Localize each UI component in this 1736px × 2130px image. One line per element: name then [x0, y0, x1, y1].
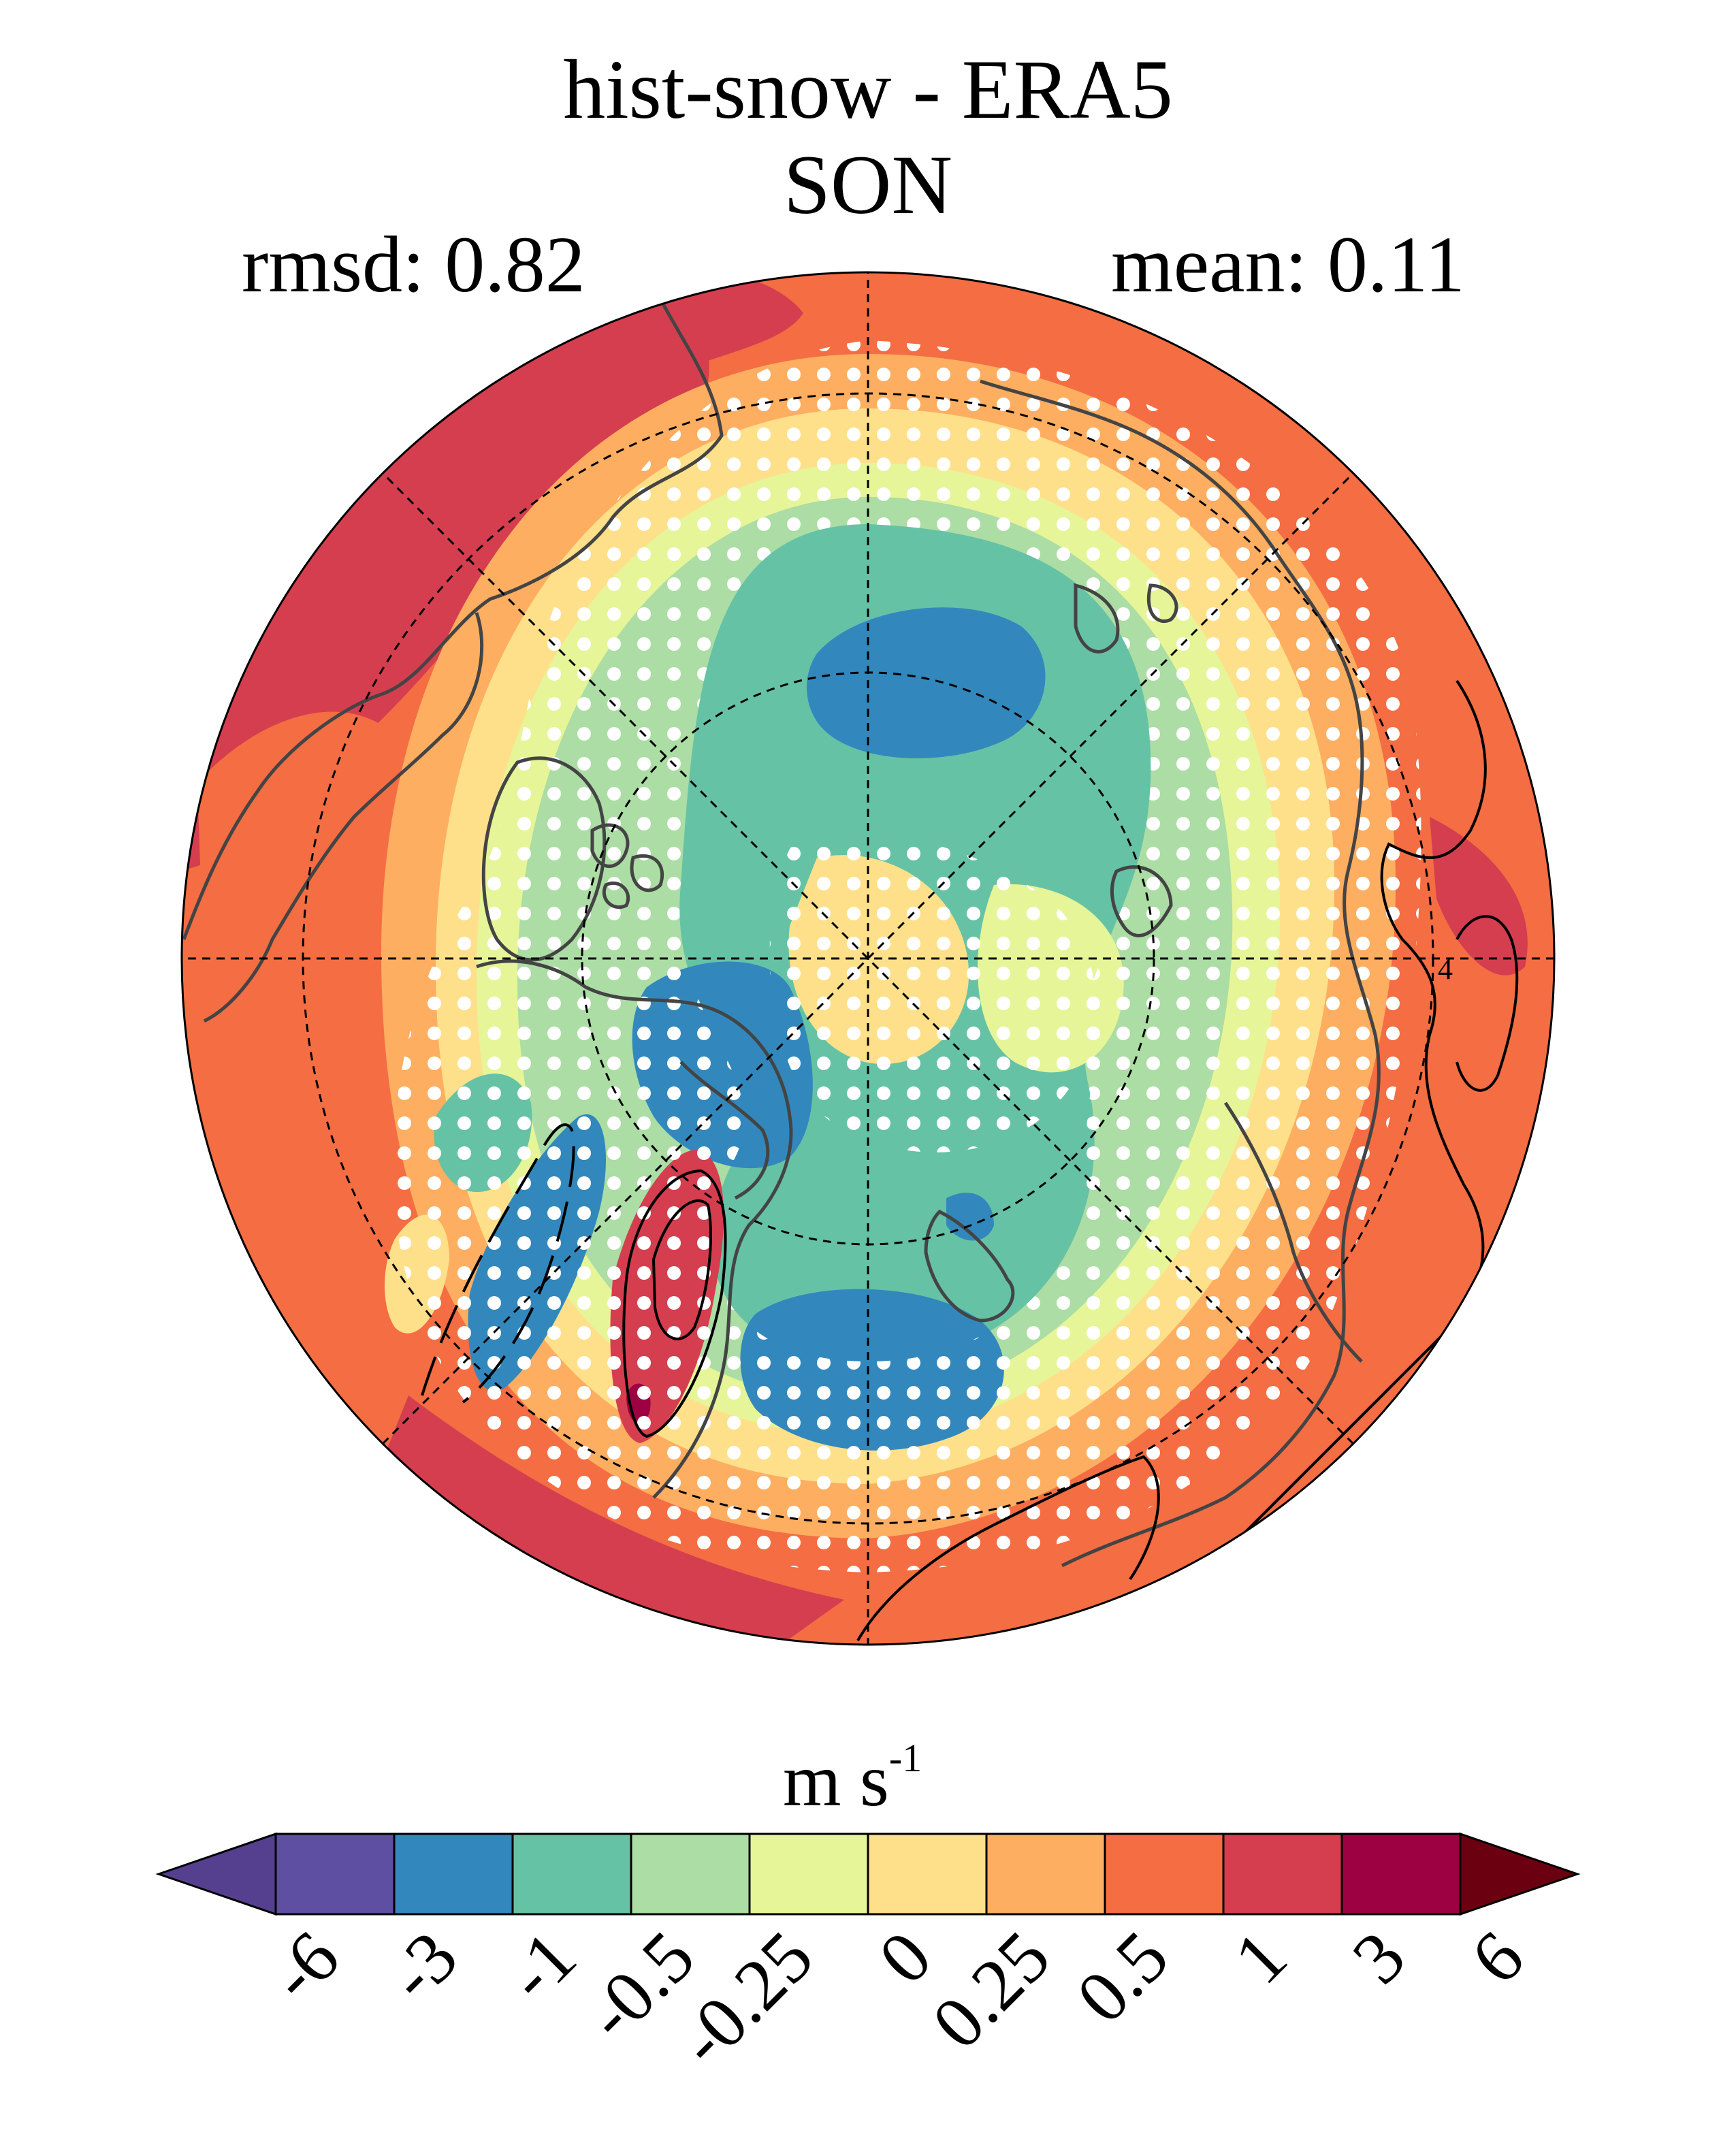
coastline-canada	[476, 959, 793, 1499]
colorbar-tick-label: 0.5	[1061, 1916, 1184, 2039]
contours	[421, 679, 1519, 1641]
colorbar-box-8	[1222, 1833, 1343, 1916]
graticule-meridian-135	[376, 466, 1360, 1451]
colorbar-tick-labels: -6 -3 -1-0.5-0.25 00.250.5 1 3 6	[254, 1916, 1539, 2082]
contour-rockies-inner	[652, 1199, 712, 1340]
colorbar-box-4	[748, 1833, 869, 1916]
coastline-europe	[182, 285, 724, 940]
coastline-scandinavia	[203, 612, 484, 1023]
coastline-hudson	[679, 1061, 770, 1200]
colorbar-box-3	[630, 1833, 751, 1916]
contour-value-label: 4	[1438, 952, 1453, 986]
colorbar-box-2	[511, 1833, 632, 1916]
colorbar-tick-label: 3	[1338, 1916, 1421, 1999]
coastlines	[182, 285, 1381, 1568]
stippling-east-band	[1082, 1021, 1198, 1384]
stippling-center	[769, 832, 1096, 1152]
graticule	[182, 272, 1554, 1645]
colorbar-tick-label: -6	[254, 1916, 355, 2017]
map-title: hist-snow - ERA5	[563, 43, 1173, 136]
colorbar-tick-label: -0.25	[663, 1916, 829, 2082]
colorbar-tick-label: -3	[372, 1916, 473, 2017]
colorbar-tick-label: 1	[1219, 1916, 1302, 1999]
field-layer: 4	[182, 272, 1554, 1645]
polar-map: 4	[180, 271, 1556, 1646]
coastline-novaya	[1110, 865, 1173, 937]
colorbar-units: m s-1	[783, 1736, 922, 1822]
mean-label: mean: 0.11	[1111, 220, 1465, 309]
coastline-siberia	[980, 379, 1381, 1568]
map-boundary	[180, 271, 1556, 1646]
coastline-islands	[590, 823, 664, 909]
field-blue-north	[807, 607, 1046, 758]
colorbar-box-9	[1340, 1833, 1462, 1916]
colorbar-box-7	[1104, 1833, 1225, 1916]
coastline-alaska	[924, 1209, 1015, 1323]
colorbar-tick-label: 0.25	[917, 1916, 1065, 2065]
colorbar: -6 -3 -1-0.5-0.25 00.250.5 1 3 6	[155, 1832, 1581, 2082]
colorbar-box-1	[393, 1833, 514, 1916]
colorbar-tick-label: 0	[864, 1916, 947, 1999]
colorbar-under-triangle	[155, 1832, 277, 1916]
colorbar-boxes	[155, 1832, 1581, 1916]
colorbar-over-triangle	[1459, 1832, 1581, 1916]
season-subtitle: SON	[783, 138, 953, 231]
colorbar-box-5	[867, 1833, 988, 1916]
coastline-asia-south	[1223, 1101, 1363, 1363]
contour-south-east	[856, 1455, 1160, 1641]
contour-east-loop	[1456, 915, 1519, 1092]
colorbar-box-0	[274, 1833, 396, 1916]
field-blue-small	[946, 1193, 994, 1241]
field-dark-red-east	[1430, 817, 1528, 975]
colorbar-tick-label: 6	[1456, 1916, 1539, 1999]
colorbar-box-6	[985, 1833, 1106, 1916]
coastline-taimyr	[1074, 583, 1178, 653]
contour-rockies-blue	[421, 1123, 575, 1404]
coastline-greenland	[481, 756, 607, 962]
contour-east	[1197, 679, 1487, 1581]
contour-rockies-red	[622, 1169, 727, 1438]
rmsd-label: rmsd: 0.82	[242, 220, 585, 309]
field-dark-red-south	[381, 1395, 844, 1645]
